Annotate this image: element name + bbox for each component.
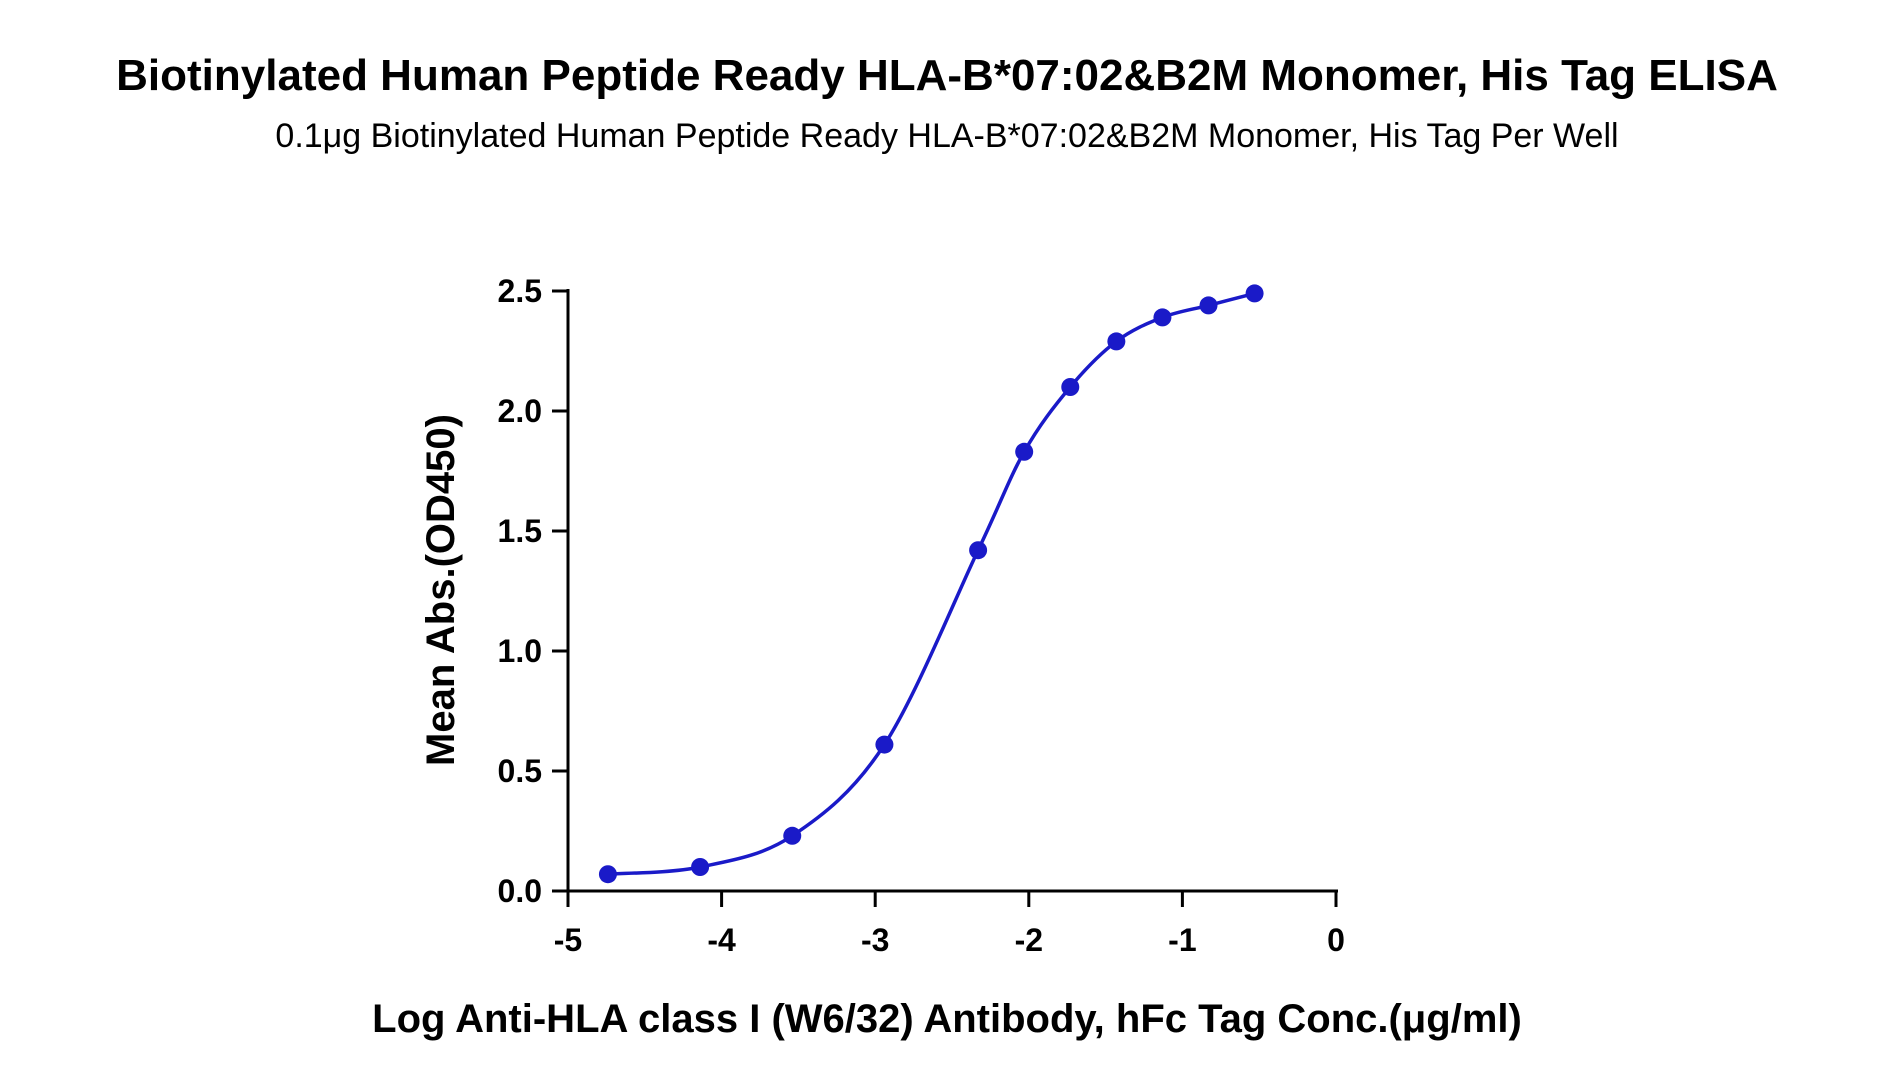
chart-title: Biotinylated Human Peptide Ready HLA-B*0… — [116, 51, 1778, 100]
x-tick-label: 0 — [1327, 922, 1345, 958]
y-tick-label: 0.0 — [498, 873, 542, 909]
y-tick-label: 1.0 — [498, 633, 542, 669]
data-point — [875, 735, 894, 754]
data-point — [1107, 332, 1126, 351]
y-tick-label: 2.0 — [498, 393, 542, 429]
axes: -5 -4 -3 -2 -1 0 0.0 0.5 1.0 1.5 2.0 2.5 — [498, 273, 1345, 958]
fit-curve — [607, 291, 1256, 876]
data-point — [598, 865, 617, 884]
data-point — [1061, 378, 1080, 396]
x-tick-label: -4 — [707, 922, 736, 958]
data-point — [1199, 296, 1218, 315]
x-tick-label: -5 — [554, 922, 582, 958]
y-tick-label: 2.5 — [498, 273, 542, 309]
y-tick-label: 0.5 — [498, 753, 542, 789]
x-tick-label: -2 — [1015, 922, 1043, 958]
data-point — [1153, 308, 1172, 327]
data-point — [783, 826, 802, 845]
data-point — [969, 541, 988, 560]
y-axis-label: Mean Abs.(OD450) — [419, 414, 463, 766]
data-point — [1245, 284, 1264, 303]
data-point — [691, 858, 710, 876]
x-tick-label: -1 — [1168, 922, 1196, 958]
data-point — [1015, 442, 1034, 461]
data-points-layer — [598, 284, 1264, 884]
x-axis-label: Log Anti-HLA class I (W6/32) Antibody, h… — [372, 997, 1522, 1041]
chart-subtitle: 0.1μg Biotinylated Human Peptide Ready H… — [275, 117, 1619, 155]
x-tick-label: -3 — [861, 922, 889, 958]
y-tick-label: 1.5 — [498, 513, 542, 549]
fit-curve-layer — [607, 291, 1256, 876]
